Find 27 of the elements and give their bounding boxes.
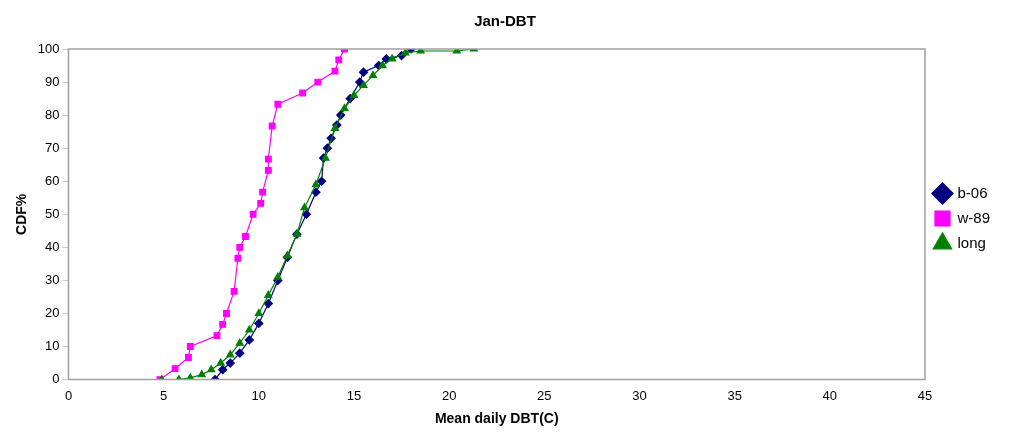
legend-label: w-89 xyxy=(956,208,990,226)
x-tick-label: 10 xyxy=(251,387,267,403)
y-tick-label: 40 xyxy=(45,238,60,254)
chart-title: Jan-DBT xyxy=(474,12,536,30)
legend-label: b-06 xyxy=(957,183,988,201)
x-tick-label: 15 xyxy=(346,387,362,403)
x-tick-label: 40 xyxy=(822,387,838,403)
legend-label: long xyxy=(957,233,986,251)
x-tick-label: 45 xyxy=(917,387,933,403)
y-tick-label: 60 xyxy=(45,172,60,188)
y-tick-label: 0 xyxy=(52,371,60,387)
y-tick-label: 80 xyxy=(45,106,60,122)
x-tick-label: 20 xyxy=(441,387,457,403)
y-tick-label: 90 xyxy=(45,73,60,89)
x-tick-label: 0 xyxy=(64,387,73,403)
x-tick-label: 30 xyxy=(632,387,647,403)
y-axis-title: CDF% xyxy=(13,193,30,235)
y-tick-label: 70 xyxy=(45,139,60,155)
y-tick-label: 50 xyxy=(45,205,60,221)
x-tick-label: 5 xyxy=(160,387,168,403)
x-tick-label: 35 xyxy=(727,387,742,403)
x-axis-title: Mean daily DBT(C) xyxy=(434,410,559,427)
y-tick-label: 10 xyxy=(45,338,60,354)
y-tick-label: 100 xyxy=(37,40,60,56)
y-tick-label: 20 xyxy=(45,305,60,321)
x-tick-label: 25 xyxy=(537,387,552,403)
y-tick-label: 30 xyxy=(45,272,60,287)
